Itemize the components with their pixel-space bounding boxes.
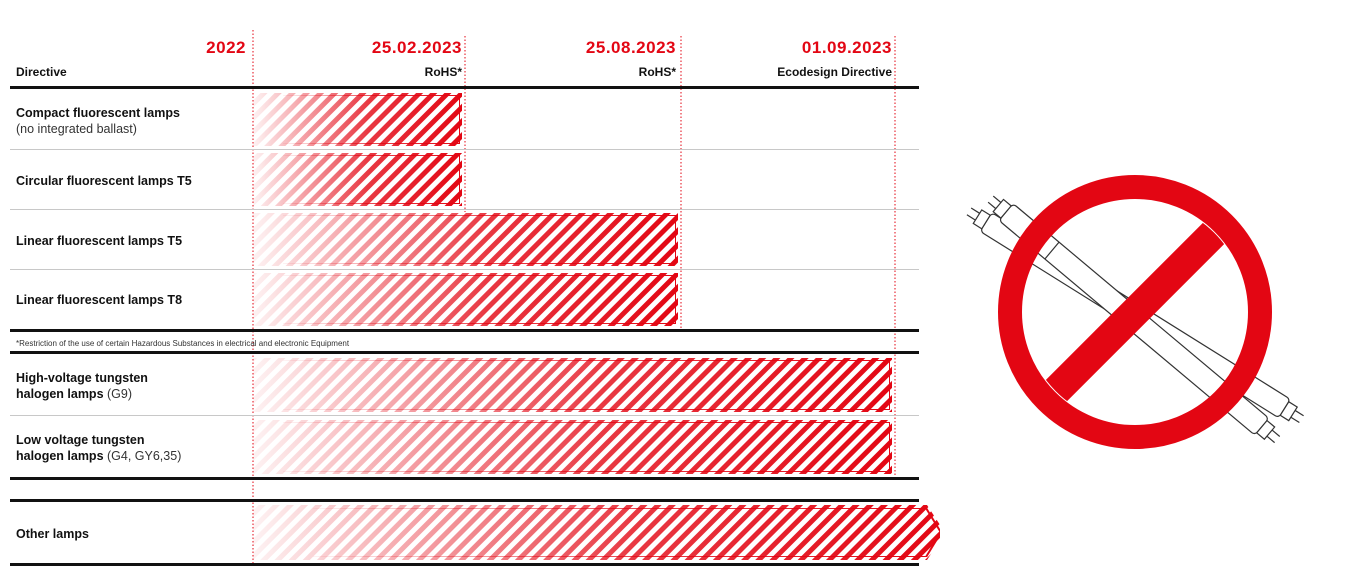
row-divider <box>10 269 919 270</box>
bar-border <box>283 154 461 205</box>
phaseout-bar <box>253 358 892 412</box>
bar-border <box>283 359 891 411</box>
row-label-other-lamps: Other lamps <box>16 526 89 542</box>
row-name-line1: Low voltage tungsten <box>16 433 145 447</box>
row-divider <box>10 149 919 150</box>
prohibition-sign-with-fluorescent-tubes-icon <box>966 175 1304 449</box>
row-label-linear-t8: Linear fluorescent lamps T8 <box>16 292 182 308</box>
milestone-label-2: RoHS* <box>638 65 676 79</box>
row-detail: (no integrated ballast) <box>16 122 137 136</box>
row-name: Other lamps <box>16 527 89 541</box>
bar-border <box>283 274 677 325</box>
row-label-compact-fluorescent: Compact fluorescent lamps (no integrated… <box>16 105 180 137</box>
row-name-line1: High-voltage tungsten <box>16 371 148 385</box>
phaseout-bar <box>253 213 678 266</box>
row-name: Circular fluorescent lamps T5 <box>16 174 192 188</box>
directive-column-header: Directive <box>16 65 67 79</box>
row-label-linear-t5: Linear fluorescent lamps T5 <box>16 233 182 249</box>
phaseout-bar <box>253 505 940 560</box>
phaseout-bar <box>253 420 892 474</box>
bottom-rule <box>10 563 919 566</box>
phaseout-bar <box>253 153 462 206</box>
milestone-date-3: 01.09.2023 <box>801 38 892 57</box>
row-divider <box>10 209 919 210</box>
row-name: Compact fluorescent lamps <box>16 106 180 120</box>
row-name: Linear fluorescent lamps T8 <box>16 293 183 307</box>
row-detail: (G4, GY6,35) <box>107 449 182 463</box>
row-label-circular-t5: Circular fluorescent lamps T5 <box>16 173 192 189</box>
row-label-high-voltage-halogen: High-voltage tungsten halogen lamps (G9) <box>16 370 148 402</box>
milestone-date-2022: 2022 <box>206 38 246 57</box>
section-rule <box>10 351 919 354</box>
row-detail: (G9) <box>107 387 133 401</box>
rohs-footnote: *Restriction of the use of certain Hazar… <box>16 339 350 348</box>
row-label-low-voltage-halogen: Low voltage tungsten halogen lamps (G4, … <box>16 432 181 464</box>
chart-svg <box>252 30 940 566</box>
milestone-date-1: 25.02.2023 <box>371 38 462 57</box>
section-rule <box>10 499 919 502</box>
row-divider <box>10 415 919 416</box>
milestone-label-1: RoHS* <box>424 65 462 79</box>
bar-border <box>283 94 461 145</box>
milestone-date-2: 25.08.2023 <box>585 38 676 57</box>
section-rule <box>10 329 919 332</box>
row-name-line2: halogen lamps <box>16 387 104 401</box>
bar-border <box>283 421 891 473</box>
row-name: Linear fluorescent lamps T5 <box>16 234 183 248</box>
phaseout-bar <box>253 93 462 146</box>
milestone-label-3: Ecodesign Directive <box>777 65 892 79</box>
row-name-line2: halogen lamps <box>16 449 104 463</box>
bar-border <box>313 507 940 558</box>
section-rule <box>10 477 919 480</box>
bar-border <box>283 214 677 265</box>
header-rule <box>10 86 919 89</box>
phaseout-bar <box>253 273 678 326</box>
